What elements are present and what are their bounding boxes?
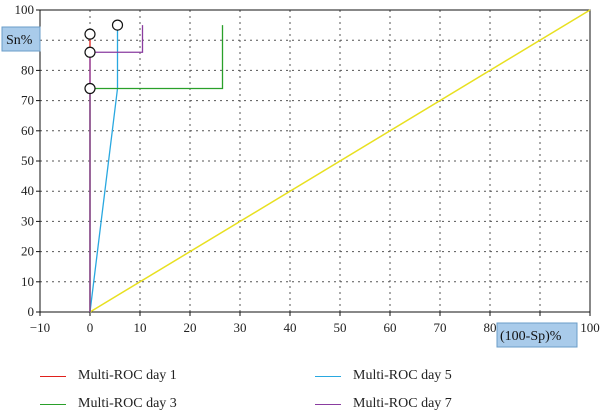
y-tick-label: 80 <box>21 62 34 77</box>
x-tick-label: 20 <box>184 320 197 335</box>
x-tick-label: 70 <box>434 320 447 335</box>
svg-text:Sn%: Sn% <box>6 33 33 48</box>
legend-item-day7: Multi-ROC day 7 <box>315 394 452 414</box>
optimal-points <box>84 19 124 95</box>
optimal-point-marker <box>84 82 96 95</box>
legend-swatch <box>40 403 66 405</box>
axes <box>36 9 591 316</box>
optimal-point-marker <box>84 28 96 40</box>
x-tick-label: 50 <box>334 320 347 335</box>
y-tick-label: 30 <box>21 213 34 228</box>
x-tick-label: 30 <box>234 320 247 335</box>
legend-label: Multi-ROC day 3 <box>78 396 177 411</box>
series-line-4 <box>89 25 144 312</box>
y-tick-label: 0 <box>28 304 35 319</box>
y-tick-label: 10 <box>21 274 34 289</box>
x-tick-label: 60 <box>384 320 397 335</box>
roc-chart: −100102030405060708090100010203040506070… <box>1 2 600 348</box>
series-lines <box>89 9 591 313</box>
legend: Multi-ROC day 1 Multi-ROC day 5 Multi-RO… <box>0 360 600 416</box>
y-tick-label: 100 <box>15 2 35 17</box>
y-axis-label: Sn% <box>1 26 41 52</box>
x-axis-label: (100-Sp)% <box>496 322 578 348</box>
legend-label: Multi-ROC day 1 <box>78 368 177 383</box>
x-tick-label: 40 <box>284 320 297 335</box>
series-line-3 <box>89 25 224 312</box>
y-tick-label: 70 <box>21 93 34 108</box>
legend-item-day3: Multi-ROC day 3 <box>40 394 177 414</box>
series-line-2 <box>89 25 119 313</box>
x-tick-label: −10 <box>30 320 50 335</box>
optimal-point-marker <box>84 46 96 58</box>
y-tick-label: 20 <box>21 244 34 259</box>
y-tick-label: 60 <box>21 123 34 138</box>
grid-lines <box>40 9 591 312</box>
x-tick-label: 10 <box>134 320 147 335</box>
legend-label: Multi-ROC day 5 <box>353 368 452 383</box>
x-tick-label: 0 <box>87 320 94 335</box>
legend-swatch <box>315 375 341 377</box>
y-tick-label: 50 <box>21 153 34 168</box>
plot-frame <box>39 9 591 313</box>
reference-diagonal-line <box>89 9 591 313</box>
legend-item-day5: Multi-ROC day 5 <box>315 366 452 386</box>
legend-item-day1: Multi-ROC day 1 <box>40 366 177 386</box>
legend-label: Multi-ROC day 7 <box>353 396 452 411</box>
optimal-point-marker <box>111 19 124 31</box>
y-tick-label: 40 <box>21 183 34 198</box>
svg-text:(100-Sp)%: (100-Sp)% <box>500 329 562 344</box>
legend-swatch <box>40 375 66 377</box>
x-tick-label: 100 <box>580 320 600 335</box>
legend-swatch <box>315 403 341 405</box>
x-tick-label: 80 <box>484 320 497 335</box>
